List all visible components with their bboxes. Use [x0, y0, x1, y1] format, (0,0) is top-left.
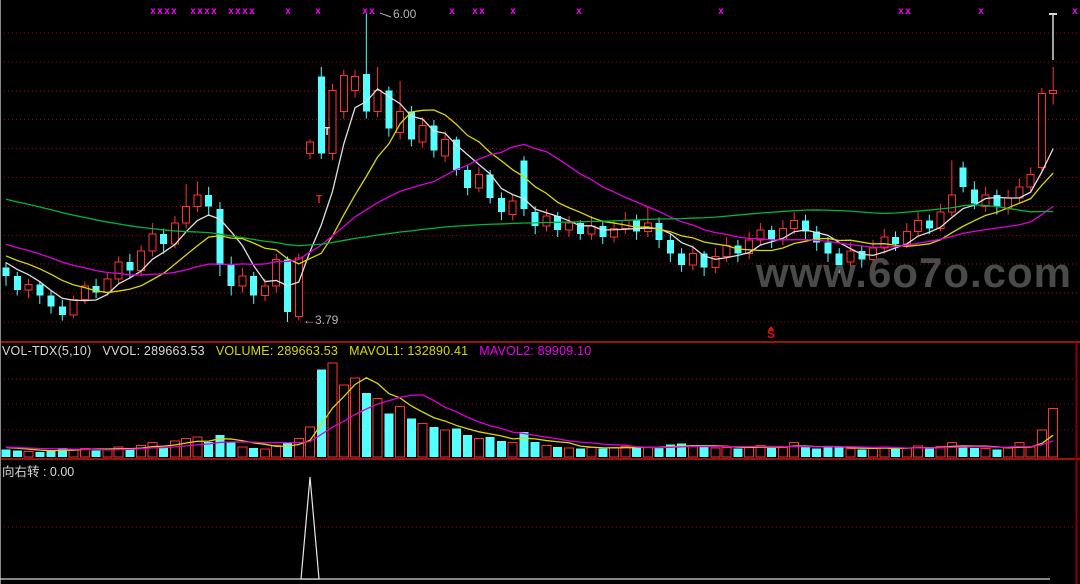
- event-x-mark: x: [369, 6, 375, 17]
- event-x-mark: x: [1072, 6, 1078, 17]
- event-x-mark: x: [171, 6, 177, 17]
- event-x-mark: x: [228, 6, 234, 17]
- event-x-mark: x: [362, 6, 368, 17]
- event-x-mark: x: [164, 6, 170, 17]
- event-x-mark: x: [150, 6, 156, 17]
- event-x-mark: x: [197, 6, 203, 17]
- event-x-mark: x: [718, 6, 724, 17]
- event-x-mark: x: [449, 6, 455, 17]
- event-x-mark: x: [190, 6, 196, 17]
- event-x-mark: x: [249, 6, 255, 17]
- event-x-mark: x: [204, 6, 210, 17]
- event-x-mark: x: [285, 6, 291, 17]
- event-x-mark: x: [157, 6, 163, 17]
- event-x-mark: x: [905, 6, 911, 17]
- event-x-mark: x: [978, 6, 984, 17]
- event-x-mark: x: [898, 6, 904, 17]
- event-x-mark: x: [510, 6, 516, 17]
- event-x-mark: x: [472, 6, 478, 17]
- event-x-mark: x: [235, 6, 241, 17]
- t-marker: T: [316, 193, 323, 206]
- event-x-mark: x: [315, 6, 321, 17]
- event-x-mark: x: [576, 6, 582, 17]
- event-x-mark: x: [242, 6, 248, 17]
- event-x-mark: x: [479, 6, 485, 17]
- event-x-mark: x: [211, 6, 217, 17]
- t-marker: T: [324, 125, 331, 138]
